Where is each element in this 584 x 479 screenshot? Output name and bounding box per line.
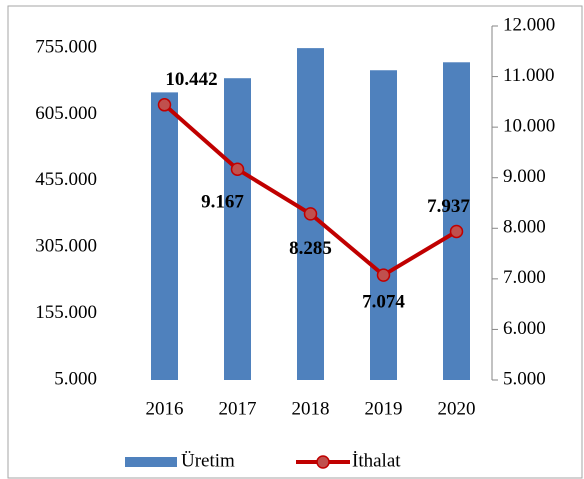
x-tick-label: 2020 [438,398,476,419]
y2-tick-label: 7.000 [503,267,546,288]
bar [151,92,178,380]
chart-border [7,5,583,479]
bar [443,62,470,380]
line-marker [157,98,172,112]
y-tick-label: 155.000 [35,302,97,323]
y2-tick-label: 6.000 [503,318,546,339]
legend-marker [316,455,330,469]
data-label: 7.937 [427,196,470,217]
data-label: 10.442 [165,69,217,90]
y2-tick-label: 8.000 [503,217,546,238]
y2-tick-label: 10.000 [503,116,555,137]
y-tick-label: 755.000 [35,36,97,57]
legend-label: Üretim [181,450,235,471]
y-tick-label: 5.000 [54,368,97,389]
y-tick-label: 455.000 [35,169,97,190]
x-tick-label: 2016 [146,398,184,419]
x-tick-label: 2018 [292,398,330,419]
line-marker [376,268,391,282]
y2-tick-label: 5.000 [503,368,546,389]
x-tick-label: 2019 [365,398,403,419]
line-marker [449,224,464,239]
y2-tick-label: 9.000 [503,166,546,187]
line-marker [230,162,245,177]
x-tick-label: 2017 [219,398,257,419]
y-tick-label: 605.000 [35,103,97,124]
legend-swatch [125,457,177,467]
y2-tick-label: 11.000 [503,65,555,86]
legend-label: İthalat [352,450,401,471]
y-tick-label: 305.000 [35,236,97,257]
bar [224,78,251,380]
bar [370,70,397,380]
line-marker [303,207,318,221]
data-label: 8.285 [289,238,332,259]
data-label: 9.167 [201,192,244,213]
data-label: 7.074 [362,291,405,312]
y2-tick-label: 12.000 [503,14,555,35]
